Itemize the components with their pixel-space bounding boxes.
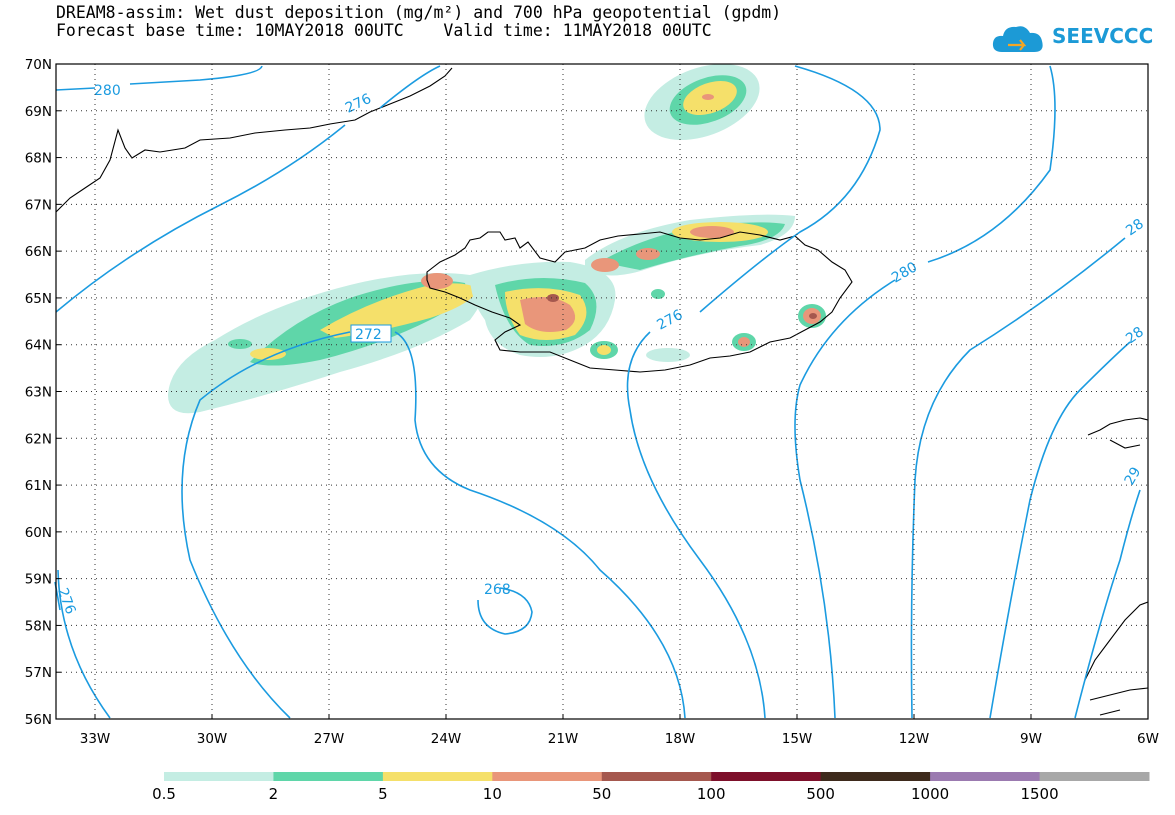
colorbar-swatch xyxy=(1039,772,1150,781)
lat-tick-label: 64N xyxy=(25,338,52,354)
colorbar-label: 100 xyxy=(697,785,726,803)
contour-label: 28 xyxy=(1123,216,1147,239)
lat-tick-label: 56N xyxy=(25,712,52,728)
dust-area xyxy=(597,345,611,355)
lon-tick-label: 12W xyxy=(899,731,930,747)
lat-tick-label: 65N xyxy=(25,291,52,307)
dust-deposition-shading xyxy=(168,64,826,414)
lat-tick-label: 62N xyxy=(25,431,52,447)
contour-268 xyxy=(477,587,533,635)
contour-label: 276 xyxy=(654,307,685,334)
colorbar-swatch xyxy=(382,772,493,781)
dust-area xyxy=(702,94,714,100)
dust-area xyxy=(250,348,286,360)
colorbar-swatch xyxy=(711,772,822,781)
lon-tick-label: 6W xyxy=(1137,731,1159,747)
colorbar-label: 0.5 xyxy=(152,785,176,803)
dust-area xyxy=(320,283,478,338)
dust-area xyxy=(636,248,660,260)
lon-tick-label: 30W xyxy=(197,731,228,747)
colorbar-label: 10 xyxy=(483,785,502,803)
iceland-coast xyxy=(426,231,853,373)
colorbar-label: 500 xyxy=(806,785,835,803)
forecast-times: Forecast base time: 10MAY2018 00UTC Vali… xyxy=(56,21,712,40)
dust-area xyxy=(520,296,576,332)
gridlines xyxy=(56,64,1148,719)
colorbar: 0.5 2 5 10 50 100 500 1000 1500 xyxy=(152,772,1150,803)
lat-tick-label: 66N xyxy=(25,244,52,260)
greenland-coast xyxy=(55,67,453,213)
colorbar-swatch xyxy=(930,772,1041,781)
lon-tick-label: 24W xyxy=(431,731,462,747)
contour-272-loop xyxy=(181,331,686,719)
colorbar-swatch xyxy=(492,772,603,781)
lat-tick-label: 60N xyxy=(25,525,52,541)
colorbar-label: 1000 xyxy=(911,785,949,803)
lon-tick-label: 27W xyxy=(314,731,345,747)
dust-area xyxy=(228,339,252,349)
dust-area xyxy=(738,337,750,347)
colorbar-label: 50 xyxy=(592,785,611,803)
scotland-coast xyxy=(1084,601,1149,716)
lon-tick-label: 9W xyxy=(1020,731,1042,747)
lat-tick-label: 70N xyxy=(25,57,52,73)
lat-tick-label: 61N xyxy=(25,478,52,494)
lat-tick-label: 59N xyxy=(25,572,52,588)
contour-284 xyxy=(910,237,1126,719)
contour-280-north xyxy=(55,65,263,91)
lon-tick-label: 15W xyxy=(782,731,813,747)
contour-label: 280 xyxy=(94,83,121,99)
lat-tick-label: 67N xyxy=(25,197,52,213)
dust-area xyxy=(646,348,690,362)
dust-area xyxy=(421,273,453,289)
contour-288 xyxy=(989,341,1131,719)
contour-label: 280 xyxy=(889,259,920,286)
lon-tick-label: 18W xyxy=(665,731,696,747)
dust-area xyxy=(809,313,817,319)
colorbar-swatch xyxy=(273,772,384,781)
lon-tick-label: 33W xyxy=(80,731,111,747)
colorbar-label: 1500 xyxy=(1020,785,1058,803)
contour-label: 276 xyxy=(54,586,78,617)
dust-area xyxy=(591,258,619,272)
colorbar-swatch xyxy=(164,772,274,781)
lat-tick-label: 63N xyxy=(25,385,52,401)
lon-tick-label: 21W xyxy=(548,731,579,747)
colorbar-label: 5 xyxy=(378,785,388,803)
contour-280-mid xyxy=(794,65,1056,719)
contour-label: 268 xyxy=(484,582,511,598)
colorbar-label: 2 xyxy=(269,785,279,803)
dust-area xyxy=(651,289,665,299)
latitude-axis: 70N 69N 68N 67N 66N 65N 64N 63N 62N 61N 60N 59N 58N 5… xyxy=(25,57,61,728)
cloud-icon xyxy=(992,26,1043,52)
colorbar-swatch xyxy=(601,772,712,781)
lat-tick-label: 58N xyxy=(25,618,52,634)
contour-label: 28 xyxy=(1123,324,1147,347)
lat-tick-label: 57N xyxy=(25,665,52,681)
contour-label: 272 xyxy=(355,327,382,343)
longitude-axis: 33W 30W 27W 24W 21W 18W 15W 12W 9W 6W xyxy=(80,714,1159,747)
contour-292 xyxy=(1074,489,1141,719)
chart-title: DREAM8-assim: Wet dust deposition (mg/m²… xyxy=(56,3,782,22)
contour-label: 29 xyxy=(1122,465,1145,488)
dust-area xyxy=(690,226,734,238)
lat-tick-label: 68N xyxy=(25,151,52,167)
dust-area xyxy=(547,294,559,302)
colorbar-swatch xyxy=(820,772,931,781)
lat-tick-label: 69N xyxy=(25,104,52,120)
logo-text: SEEVCCC xyxy=(1052,24,1154,48)
contour-276-north xyxy=(55,65,441,313)
faroe-coast xyxy=(1087,417,1149,449)
coastlines xyxy=(55,67,1149,716)
contour-276-mid xyxy=(626,65,881,719)
